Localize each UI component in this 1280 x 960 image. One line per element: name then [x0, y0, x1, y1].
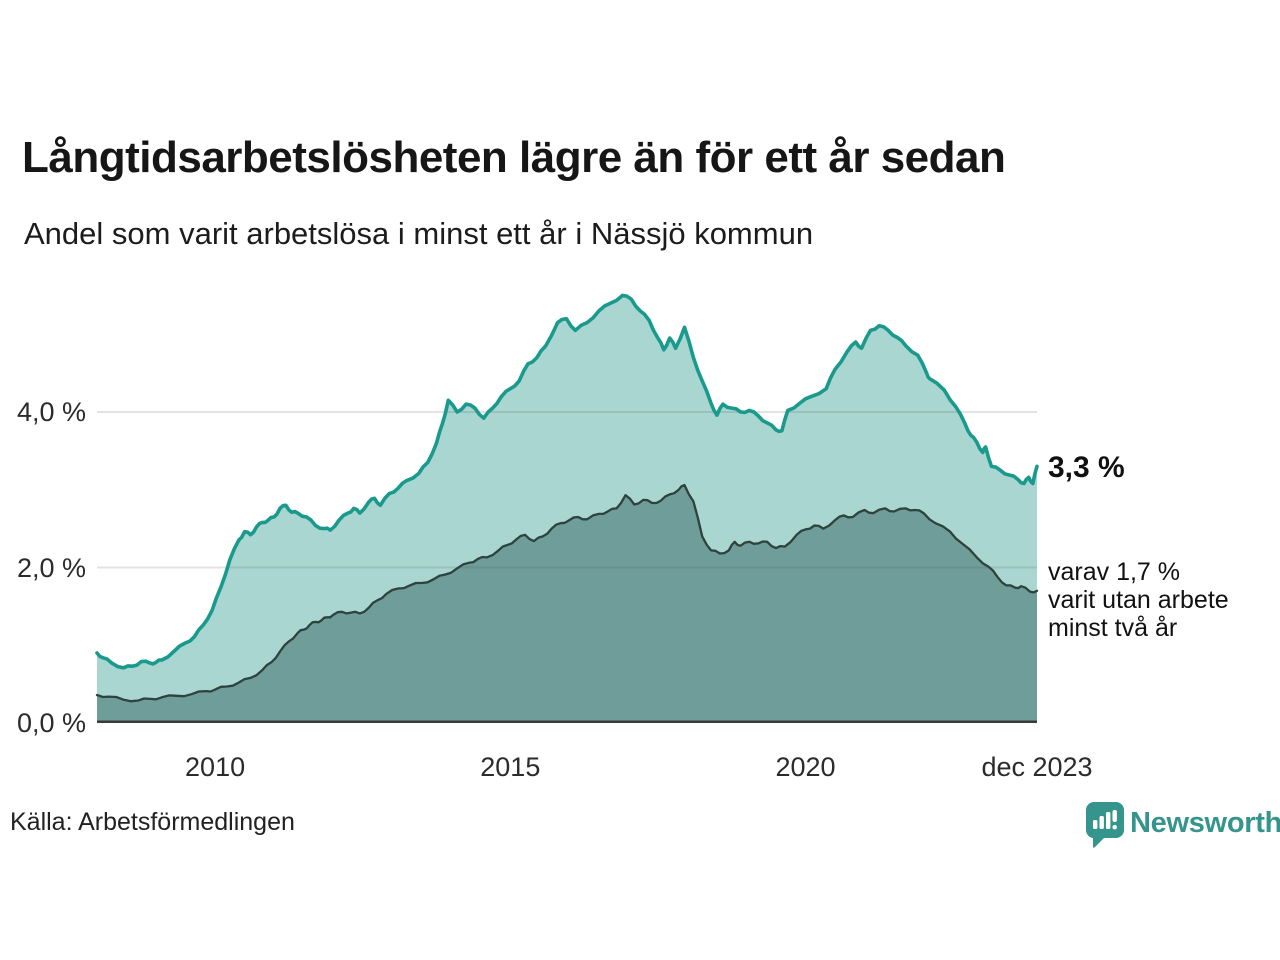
end-note-line: varit utan arbete: [1048, 586, 1229, 614]
end-note-line: varav 1,7 %: [1048, 558, 1181, 586]
page-title: Långtidsarbetslösheten lägre än för ett …: [22, 133, 1006, 182]
plot-area: [95, 270, 1039, 724]
area-chart-svg: [95, 293, 1039, 724]
y-axis-tick-label: 4,0 %: [16, 397, 86, 427]
x-axis-tick-label: 2010: [185, 752, 246, 782]
brand-logo: Newsworthy: [1085, 802, 1280, 848]
x-axis-tick-label: 2015: [480, 752, 541, 782]
end-note-label: varav 1,7 % varit utan arbete minst två år: [1048, 558, 1229, 642]
newsworthy-icon: [1085, 802, 1124, 853]
x-axis-tick-label: dec 2023: [981, 752, 1093, 782]
y-axis-tick-label: 0,0 %: [16, 708, 86, 738]
brand-wordmark: Newsworthy: [1130, 807, 1280, 839]
x-axis-tick-label: 2020: [775, 752, 836, 782]
end-note-line: minst två år: [1048, 614, 1178, 642]
end-value-label: 3,3 %: [1048, 451, 1125, 484]
chart-subtitle: Andel som varit arbetslösa i minst ett å…: [24, 216, 814, 251]
source-credit: Källa: Arbetsförmedlingen: [10, 808, 295, 836]
y-axis-tick-label: 2,0 %: [16, 552, 86, 583]
